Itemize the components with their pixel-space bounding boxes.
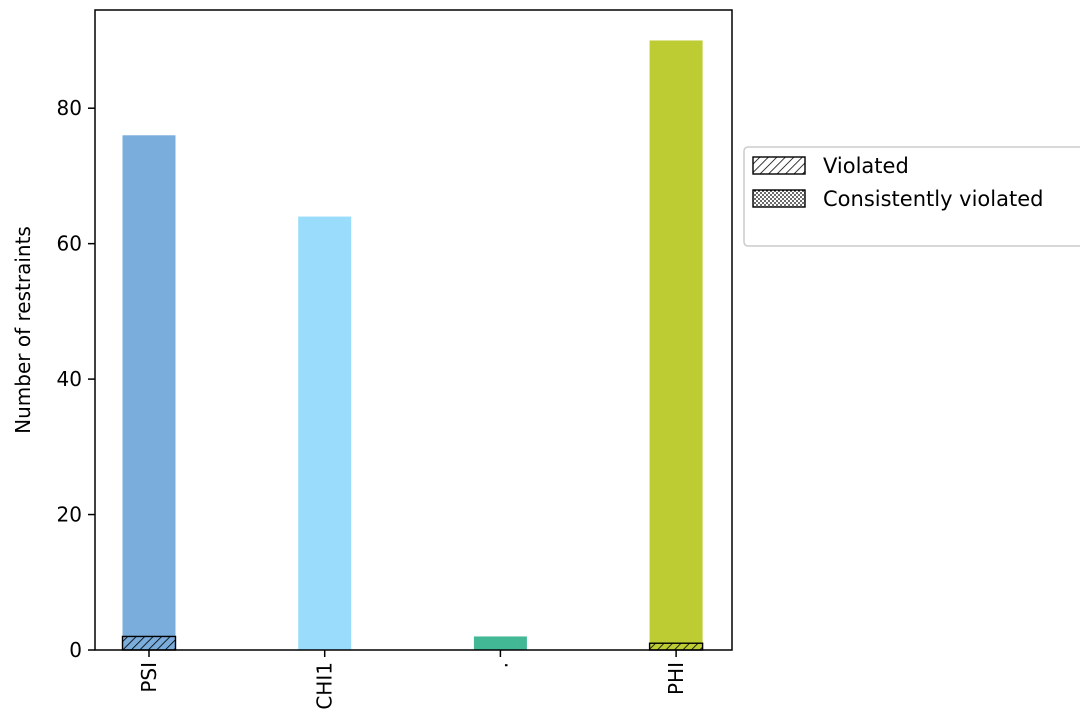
- y-tick-label: 80: [57, 96, 82, 120]
- legend-label-2: Consistently violated: [823, 187, 1043, 211]
- legend-swatch-1: [752, 156, 806, 175]
- bar-2: [298, 216, 352, 650]
- plot-frame: [94, 9, 733, 651]
- legend-box: [743, 146, 1080, 247]
- bar-3: [473, 636, 527, 650]
- x-tick-label: PSI: [137, 662, 161, 693]
- x-tick-label: .: [488, 662, 512, 668]
- violation-overlays: [121, 635, 704, 651]
- y-tick-label: 0: [69, 638, 82, 662]
- y-tick-label: 20: [57, 503, 82, 527]
- x-tick-label: PHI: [664, 662, 688, 695]
- legend: Violated Consistently violated: [743, 146, 1080, 247]
- x-axis: PSI CHI1. PHI: [137, 650, 688, 710]
- bar-4: [649, 40, 703, 650]
- x-tick-label: CHI1: [313, 662, 337, 710]
- violated-bar-4: [648, 642, 704, 651]
- y-axis-label: Number of restraints: [11, 226, 35, 434]
- y-tick-label: 60: [57, 232, 82, 256]
- legend-label-1: Violated: [823, 154, 909, 178]
- legend-swatch-2: [752, 189, 806, 208]
- bars-group: [122, 40, 703, 650]
- bar-1: [122, 135, 176, 650]
- y-axis: 0 20 40 60 80: [57, 96, 95, 662]
- violated-bar-1: [121, 635, 177, 651]
- y-tick-label: 40: [57, 367, 82, 391]
